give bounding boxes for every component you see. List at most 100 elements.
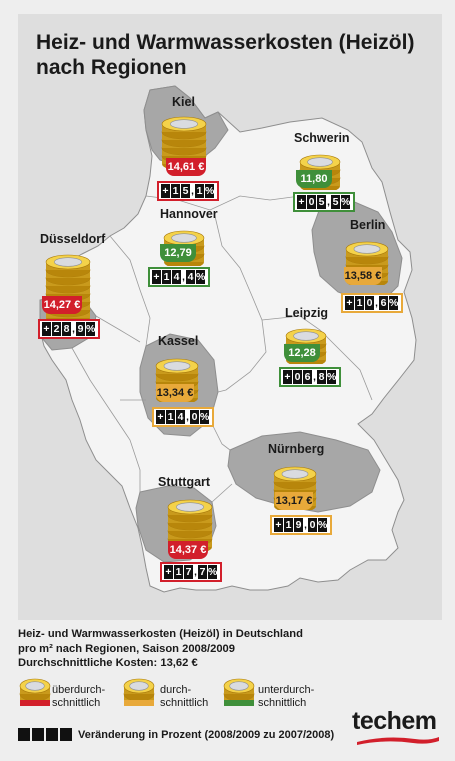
change-char: 1 [162,270,171,284]
logo-swoosh [357,737,439,745]
change-legend-swatch [18,728,72,741]
legend-average-line-2: schnittlich [160,697,209,709]
change-char: % [196,270,206,284]
change-kassel: +1 4, 0% [152,407,214,427]
price-nuernberg: 13,17 € [275,492,313,510]
change-char: 7 [198,565,207,579]
change-char: 1 [166,410,175,424]
change-char: , [327,197,330,208]
change-kiel: +1 5, 1% [157,181,219,201]
price-schwerin: 11,80 € [296,170,332,203]
city-name-nuernberg: Nürnberg [268,442,325,456]
change-char: 8 [62,322,71,336]
change-char: 4 [186,270,195,284]
title-line-1: Heiz- und Warmwasserkosten (Heizöl) [36,31,415,54]
price-hannover: 12,79 € [160,244,196,277]
change-berlin: +1 0, 6% [341,293,403,313]
legend-below-line-1: unterdurch- [258,684,315,696]
change-char: 1 [171,184,180,198]
legend-line-1: Heiz- und Warmwasserkosten (Heizöl) in D… [18,628,303,640]
change-char: 6 [303,370,312,384]
legend-coin-average-icon [123,678,155,706]
legend-coin-below-icon [223,678,255,706]
change-char: 0 [307,195,316,209]
change-char: + [297,195,306,209]
change-char: 2 [52,322,61,336]
legend-coin-above-icon [19,678,51,706]
change-legend-note: Veränderung in Prozent (2008/2009 zu 200… [78,729,335,741]
title-line-2: nach Regionen [36,56,187,79]
price-kassel: 13,34 € [156,384,194,402]
change-char: 1 [284,518,293,532]
change-char: + [42,322,51,336]
change-char: 1 [174,565,183,579]
price-leipzig: 12,28 € [284,344,320,377]
price-stuttgart: 14,37 € [168,541,208,559]
city-name-duesseldorf: Düsseldorf [40,232,106,246]
price-duesseldorf: 14,27 € [42,296,82,314]
change-char: , [304,520,307,531]
change-char: 9 [76,322,85,336]
legend-above-label: überdurch- schnittlich [52,684,105,710]
price-kiel: 14,61 € [166,158,206,176]
change-char: 4 [172,270,181,284]
change-char: , [72,324,75,335]
change-char: , [182,272,185,283]
price-berlin: 13,58 € [344,267,382,285]
city-name-leipzig: Leipzig [285,306,329,320]
legend-above-line-1: überdurch- [52,684,106,696]
change-char: + [161,184,170,198]
change-char: 9 [294,518,303,532]
legend-average-cost: Durchschnittliche Kosten: 13,62 € [18,657,198,669]
change-char: 0 [308,518,317,532]
change-leipzig: +0 6, 8% [279,367,341,387]
page-title: Heiz- und Warmwasserkosten (Heizöl) nach… [36,30,436,80]
change-char: + [152,270,161,284]
legend-text: Heiz- und Warmwasserkosten (Heizöl) in D… [18,627,438,671]
city-name-schwerin: Schwerin [294,131,350,145]
change-char: 5 [331,195,340,209]
city-name-kiel: Kiel [172,95,195,109]
change-char: % [208,565,218,579]
change-char: 7 [184,565,193,579]
change-stuttgart: +1 7, 7% [160,562,222,582]
change-char: , [191,186,194,197]
change-char: + [156,410,165,424]
legend-below-label: unterdurch- schnittlich [258,684,314,710]
change-char: % [327,370,337,384]
change-char: + [283,370,292,384]
change-char: , [186,412,189,423]
change-char: % [318,518,328,532]
change-char: % [389,296,399,310]
change-hannover: +1 4, 4% [148,267,210,287]
change-char: + [345,296,354,310]
change-char: 5 [181,184,190,198]
change-char: 4 [176,410,185,424]
city-name-stuttgart: Stuttgart [158,475,211,489]
techem-logo: techem [352,707,437,735]
change-schwerin: +0 5, 5% [293,192,355,212]
change-char: , [375,298,378,309]
change-char: 1 [355,296,364,310]
city-name-hannover: Hannover [160,207,218,221]
change-char: , [313,372,316,383]
city-name-berlin: Berlin [350,218,386,232]
legend-average-line-1: durch- [160,684,192,696]
change-char: 1 [195,184,204,198]
change-char: % [341,195,351,209]
change-char: 6 [379,296,388,310]
legend-below-line-2: schnittlich [258,697,307,709]
change-char: 5 [317,195,326,209]
change-duesseldorf: +2 8, 9% [38,319,100,339]
change-nuernberg: +1 9, 0% [270,515,332,535]
change-char: 8 [317,370,326,384]
change-char: , [194,567,197,578]
city-name-kassel: Kassel [158,334,199,348]
change-char: % [200,410,210,424]
legend-average-label: durch- schnittlich [160,684,208,710]
change-char: % [205,184,215,198]
change-char: + [164,565,173,579]
change-char: 0 [190,410,199,424]
legend-above-line-2: schnittlich [52,697,101,709]
change-char: % [86,322,96,336]
